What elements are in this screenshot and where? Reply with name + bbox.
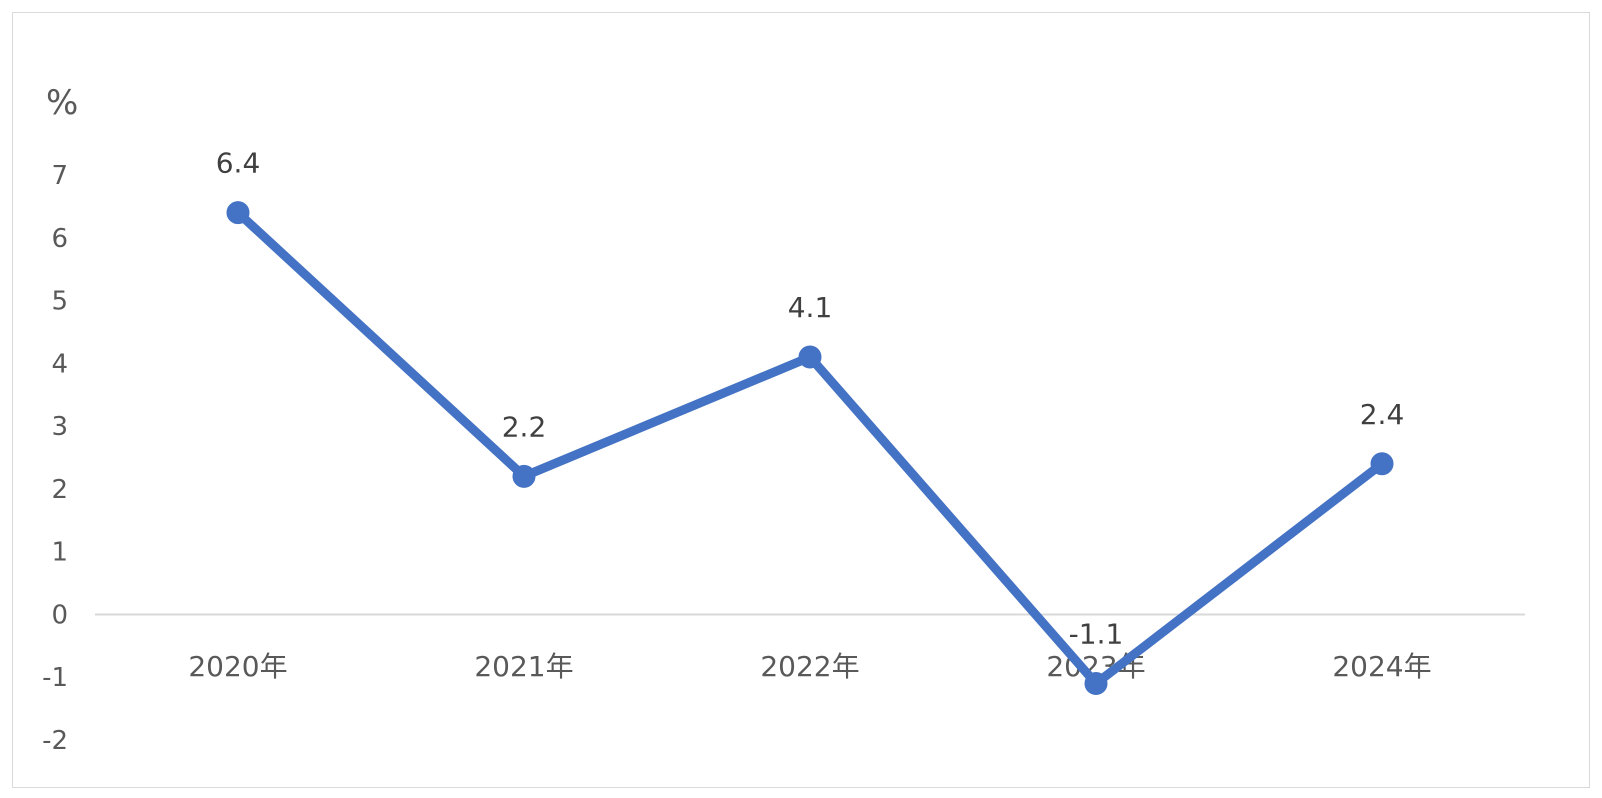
y-tick-label: -1 [42, 663, 68, 693]
data-labels: 6.4 2.2 4.1 -1.1 2.4 [216, 147, 1405, 651]
data-label: -1.1 [1069, 618, 1124, 651]
data-label: 2.4 [1360, 398, 1405, 431]
y-tick-label: 0 [51, 600, 68, 630]
data-label: 6.4 [216, 147, 261, 180]
x-tick-label: 2021年 [474, 650, 573, 683]
x-axis-tick-labels: 2020年 2021年 2022年 2023年 2024年 [188, 650, 1431, 683]
series-group [226, 201, 1394, 695]
data-point [1084, 672, 1108, 695]
data-label: 2.2 [502, 410, 547, 443]
y-tick-label: 5 [51, 287, 68, 317]
data-label: 4.1 [788, 291, 833, 324]
y-tick-label: 3 [51, 412, 68, 442]
chart-frame [12, 12, 1590, 788]
x-tick-label: 2020年 [188, 650, 287, 683]
data-point [798, 345, 822, 369]
x-tick-label: 2024年 [1332, 650, 1431, 683]
y-tick-label: 6 [51, 224, 68, 254]
y-axis-ticks: 7 6 5 4 3 2 1 0 -1 -2 [42, 161, 68, 756]
data-point [1370, 452, 1394, 476]
series-line [233, 208, 1387, 688]
y-tick-label: 7 [51, 161, 68, 191]
y-axis-unit-label: % [46, 83, 78, 123]
data-point [512, 464, 536, 488]
y-tick-label: -2 [42, 726, 68, 756]
x-tick-label: 2022年 [760, 650, 859, 683]
data-point [226, 201, 250, 225]
y-tick-label: 2 [51, 475, 68, 505]
y-tick-label: 1 [51, 538, 68, 568]
y-tick-label: 4 [51, 349, 68, 379]
